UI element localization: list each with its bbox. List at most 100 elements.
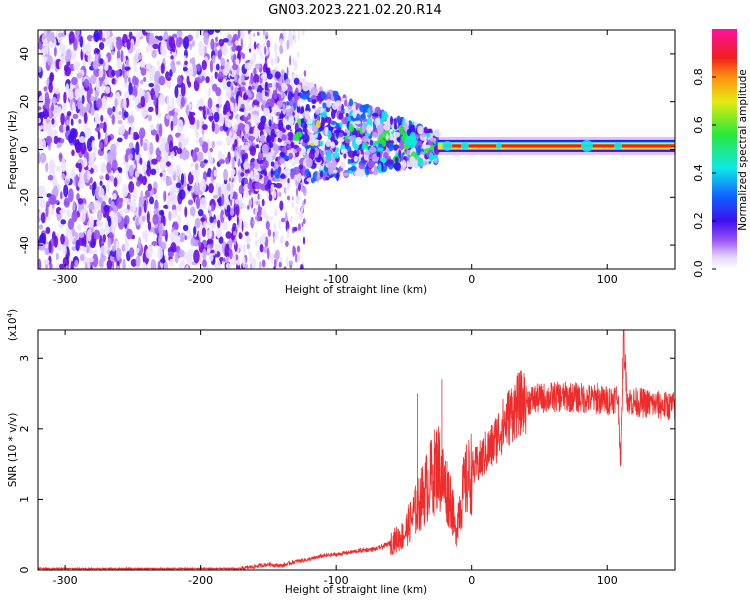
noise-blob	[97, 209, 103, 222]
noise-blob	[155, 133, 159, 143]
noise-blob	[213, 218, 218, 224]
noise-blob	[76, 30, 80, 37]
noise-blob	[170, 120, 174, 131]
cone-blob	[403, 144, 411, 149]
streak-blob	[233, 60, 236, 66]
cone-blob	[262, 160, 269, 169]
noise-blob	[170, 242, 177, 253]
streak-blob	[303, 198, 306, 205]
streak-blob	[230, 53, 234, 61]
noise-blob	[143, 111, 149, 116]
noise-blob	[130, 199, 137, 214]
cone-blob	[340, 161, 346, 169]
noise-blob	[142, 262, 147, 269]
colorbar: 0.0 0.2 0.4 0.6 0.8 Normalized spectral ampl…	[692, 29, 749, 278]
streak-blob	[259, 243, 264, 253]
noise-blob	[140, 95, 146, 108]
snr-panel: -300 -200 -100 0 100 0 1 2 3 Height of straight…	[6, 309, 676, 596]
noise-blob	[127, 204, 130, 210]
cone-blob	[255, 81, 259, 90]
noise-blob	[102, 95, 107, 108]
noise-blob	[198, 228, 203, 239]
cone-blob	[260, 134, 265, 144]
noise-blob	[128, 82, 133, 96]
noise-blob	[173, 221, 179, 231]
noise-blob	[195, 131, 200, 139]
noise-blob	[190, 64, 194, 77]
cone-blob	[295, 131, 303, 138]
cone-blob	[300, 106, 305, 114]
noise-blob	[38, 106, 42, 111]
noise-blob	[155, 103, 159, 116]
cone-blob	[274, 168, 281, 179]
noise-blob	[144, 190, 151, 198]
noise-blob	[139, 90, 145, 97]
noise-blob	[83, 157, 88, 168]
colorbar-ticks: 0.0 0.2 0.4 0.6 0.8	[692, 68, 716, 278]
snr-plot-area	[38, 330, 675, 570]
noise-blob	[70, 260, 74, 269]
noise-blob	[174, 251, 179, 264]
streak-blob	[295, 193, 300, 205]
cone-blob	[263, 171, 268, 176]
cone-blob	[322, 102, 327, 109]
streak-blob	[296, 253, 301, 263]
noise-blob	[51, 102, 55, 112]
noise-blob	[134, 77, 139, 86]
cone-blob	[376, 147, 384, 152]
noise-blob	[207, 205, 212, 211]
noise-blob	[92, 60, 99, 70]
cone-blob	[317, 132, 322, 141]
noise-blob	[213, 169, 218, 177]
streak-blob	[287, 195, 291, 201]
noise-blob	[65, 119, 70, 126]
cone-blob	[275, 182, 283, 189]
noise-blob	[183, 36, 190, 50]
cone-blob	[348, 98, 354, 107]
cone-blob	[286, 100, 290, 106]
cone-blob	[289, 99, 295, 107]
cone-blob	[248, 93, 253, 98]
cone-blob	[338, 132, 344, 138]
noise-blob	[150, 259, 157, 269]
noise-blob	[180, 96, 186, 108]
noise-blob	[135, 255, 141, 267]
cone-blob	[270, 97, 275, 108]
noise-blob	[178, 249, 185, 258]
noise-blob	[158, 35, 163, 41]
noise-blob	[113, 204, 118, 214]
noise-blob	[53, 87, 60, 95]
noise-blob	[235, 45, 243, 52]
noise-blob	[192, 149, 198, 163]
noise-blob	[158, 123, 163, 137]
cone-blob	[281, 82, 287, 92]
streak-blob	[273, 42, 278, 52]
streak-blob	[273, 258, 277, 268]
cone-blob	[255, 91, 263, 102]
spectrogram-y-label: Frequency (Hz)	[7, 110, 19, 189]
cone-blob	[352, 108, 357, 119]
cone-blob	[345, 113, 349, 118]
cone-blob	[361, 123, 366, 134]
noise-blob	[139, 60, 146, 68]
noise-blob	[68, 89, 74, 100]
streak-blob	[231, 86, 234, 91]
noise-blob	[107, 217, 112, 228]
noise-blob	[65, 227, 70, 237]
snr-y-multiplier: (x104)	[6, 309, 19, 341]
noise-blob	[98, 141, 104, 150]
cone-blob	[247, 107, 255, 112]
streak-blob	[288, 260, 293, 266]
band-bulge	[580, 139, 593, 152]
noise-blob	[226, 81, 232, 87]
cone-blob	[325, 176, 330, 181]
noise-blob	[205, 76, 210, 84]
x-tick-label: 0	[468, 273, 475, 286]
noise-blob	[134, 134, 140, 140]
noise-blob	[64, 179, 70, 185]
streak-blob	[300, 180, 304, 192]
noise-blob	[97, 131, 101, 140]
noise-blob	[126, 39, 131, 51]
cone-blob	[391, 137, 399, 142]
